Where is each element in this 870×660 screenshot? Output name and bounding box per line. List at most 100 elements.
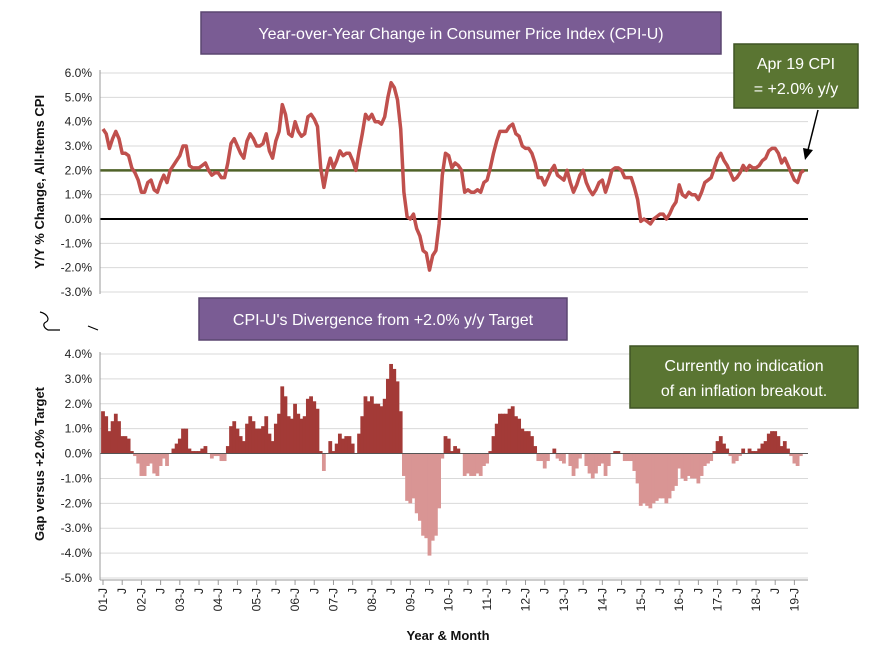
top-chart-y-tick-labels: 6.0% 5.0% 4.0% 3.0% 2.0% 1.0% 0.0% -1.0% -2.0% -3… <box>61 66 93 299</box>
gap-bar-positive <box>369 396 374 454</box>
gap-bar-positive <box>229 426 233 454</box>
gap-bar-negative <box>155 453 160 476</box>
gap-bar-negative <box>213 453 217 457</box>
gap-bar-positive <box>760 443 765 454</box>
gap-bar-positive <box>184 428 189 454</box>
breakout-annotation-box <box>629 345 859 409</box>
x-tick-label: J <box>346 588 360 594</box>
gap-bar-positive <box>504 413 509 454</box>
top-y-tick-label: 3.0% <box>65 139 93 153</box>
gap-bar-positive <box>120 436 125 454</box>
x-tick-label: J <box>653 588 667 594</box>
gap-bar-negative <box>401 453 406 476</box>
x-tick-label: J <box>422 588 436 594</box>
gap-bar-negative <box>792 453 797 464</box>
gap-bar-positive <box>190 451 195 454</box>
gap-bar-negative <box>562 453 566 464</box>
gap-bar-negative <box>664 453 669 504</box>
gap-bar-positive <box>385 378 390 454</box>
x-tick-label: J <box>730 588 744 594</box>
gap-bar-negative <box>798 453 803 457</box>
gap-bar-negative <box>158 453 163 466</box>
x-tick-label: 12-J <box>519 588 533 611</box>
x-tick-labels: 01-J J 02-J J 03-J J 04-J J 05-J J 06-J J 07-J J 08-J J… <box>96 580 801 611</box>
gap-bar-positive <box>514 416 518 454</box>
gap-bar-positive <box>552 448 557 454</box>
gap-bar-negative <box>642 453 646 504</box>
gap-bar-positive <box>613 451 618 454</box>
gap-bar-negative <box>161 453 166 459</box>
x-tick-label: 01-J <box>96 588 110 611</box>
bottom-y-tick-label: -2.0% <box>61 496 93 510</box>
gap-bar-negative <box>427 453 432 556</box>
top-y-tick-label: 6.0% <box>65 66 93 80</box>
bottom-chart-title-box <box>198 297 568 341</box>
gap-bar-negative <box>693 453 698 479</box>
gap-bar-negative <box>469 453 473 476</box>
cpi-annotation-box <box>733 43 859 109</box>
gap-bar-positive <box>174 443 179 454</box>
gap-bar-positive <box>510 406 515 454</box>
gap-bar-negative <box>734 453 739 462</box>
gap-bar-positive <box>101 411 105 454</box>
gap-bar-positive <box>203 446 208 454</box>
x-tick-label: J <box>384 588 398 594</box>
gap-bar-negative <box>600 453 605 464</box>
gap-bar-negative <box>594 453 598 474</box>
gap-bar-negative <box>648 453 653 509</box>
top-y-tick-label: -2.0% <box>61 261 93 275</box>
gap-bar-negative <box>584 453 589 466</box>
gap-bar-negative <box>466 453 470 474</box>
gap-bar-negative <box>696 453 701 484</box>
gap-bar-positive <box>446 438 451 454</box>
gap-bar-positive <box>517 418 522 454</box>
x-tick-label: J <box>499 588 513 594</box>
gap-bar-negative <box>472 453 477 476</box>
bottom-chart-gap-bars <box>101 363 803 556</box>
gap-bar-negative <box>680 453 685 479</box>
top-y-tick-label: 5.0% <box>65 90 93 104</box>
gap-bar-positive <box>129 451 134 454</box>
gap-bar-negative <box>485 453 490 464</box>
gap-bar-positive <box>302 416 307 454</box>
bottom-y-tick-label: 1.0% <box>65 422 93 436</box>
gap-bar-positive <box>225 446 230 454</box>
gap-bar-negative <box>219 453 224 462</box>
gap-bar-negative <box>555 453 560 459</box>
bottom-y-tick-label: -5.0% <box>61 571 93 585</box>
gap-bar-positive <box>786 448 790 454</box>
breakout-annotation-line2: of an inflation breakout. <box>661 383 827 400</box>
gap-bar-negative <box>165 453 169 466</box>
gap-bar-positive <box>312 401 317 454</box>
gap-bar-positive <box>273 423 278 454</box>
gap-bar-positive <box>779 446 784 454</box>
gap-bar-negative <box>408 453 413 504</box>
gap-bar-positive <box>350 443 355 454</box>
cpi-annotation-line2: = +2.0% y/y <box>754 81 839 98</box>
gap-bar-positive <box>283 396 288 454</box>
gap-bar-positive <box>373 403 377 454</box>
gap-bar-positive <box>299 418 304 454</box>
gap-bar-negative <box>674 453 678 486</box>
gap-bar-negative <box>475 453 480 474</box>
x-tick-label: 11-J <box>480 588 494 610</box>
annotation-arrow-line <box>807 109 819 151</box>
gap-bar-negative <box>478 453 483 476</box>
gap-bar-positive <box>366 401 371 454</box>
gap-bar-positive <box>318 451 323 454</box>
x-tick-label: 14-J <box>595 588 609 611</box>
gap-bar-negative <box>709 453 714 462</box>
gap-bar-positive <box>344 436 349 454</box>
gap-bar-negative <box>558 453 563 462</box>
gap-bar-positive <box>110 421 115 454</box>
gap-bar-positive <box>171 448 176 454</box>
gap-bar-negative <box>424 453 429 539</box>
gap-bar-negative <box>635 453 640 484</box>
gap-bar-negative <box>136 453 141 464</box>
x-tick-label: J <box>691 588 705 594</box>
gap-bar-positive <box>177 438 182 454</box>
gap-bar-positive <box>251 421 256 454</box>
gap-bar-positive <box>395 381 400 454</box>
